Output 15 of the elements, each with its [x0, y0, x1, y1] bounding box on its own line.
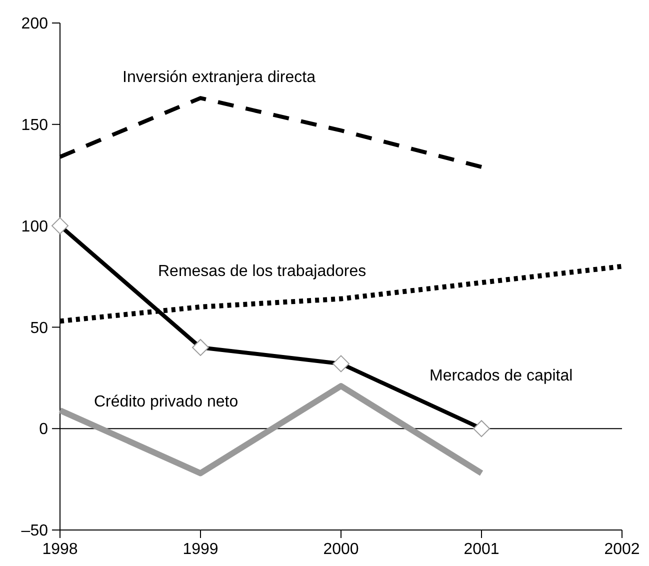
series-label: Remesas de los trabajadores	[158, 263, 366, 280]
x-tick-label: 2002	[604, 541, 640, 558]
y-tick-label: 200	[21, 16, 48, 33]
y-tick-label: 100	[21, 218, 48, 236]
series-label: Crédito privado neto	[94, 393, 238, 410]
x-tick-label: 2001	[464, 541, 500, 558]
series-label: Mercados de capital	[430, 368, 573, 385]
series-label: Inversión extranjera directa	[122, 69, 316, 86]
x-tick-label: 2000	[323, 541, 359, 558]
y-tick-label: 0	[39, 421, 48, 438]
x-tick-label: 1999	[182, 541, 218, 558]
y-tick-label: 50	[30, 320, 48, 337]
y-tick-label: –50	[21, 522, 48, 540]
x-tick-label: 1998	[42, 541, 78, 558]
y-tick-label: 150	[21, 117, 48, 134]
